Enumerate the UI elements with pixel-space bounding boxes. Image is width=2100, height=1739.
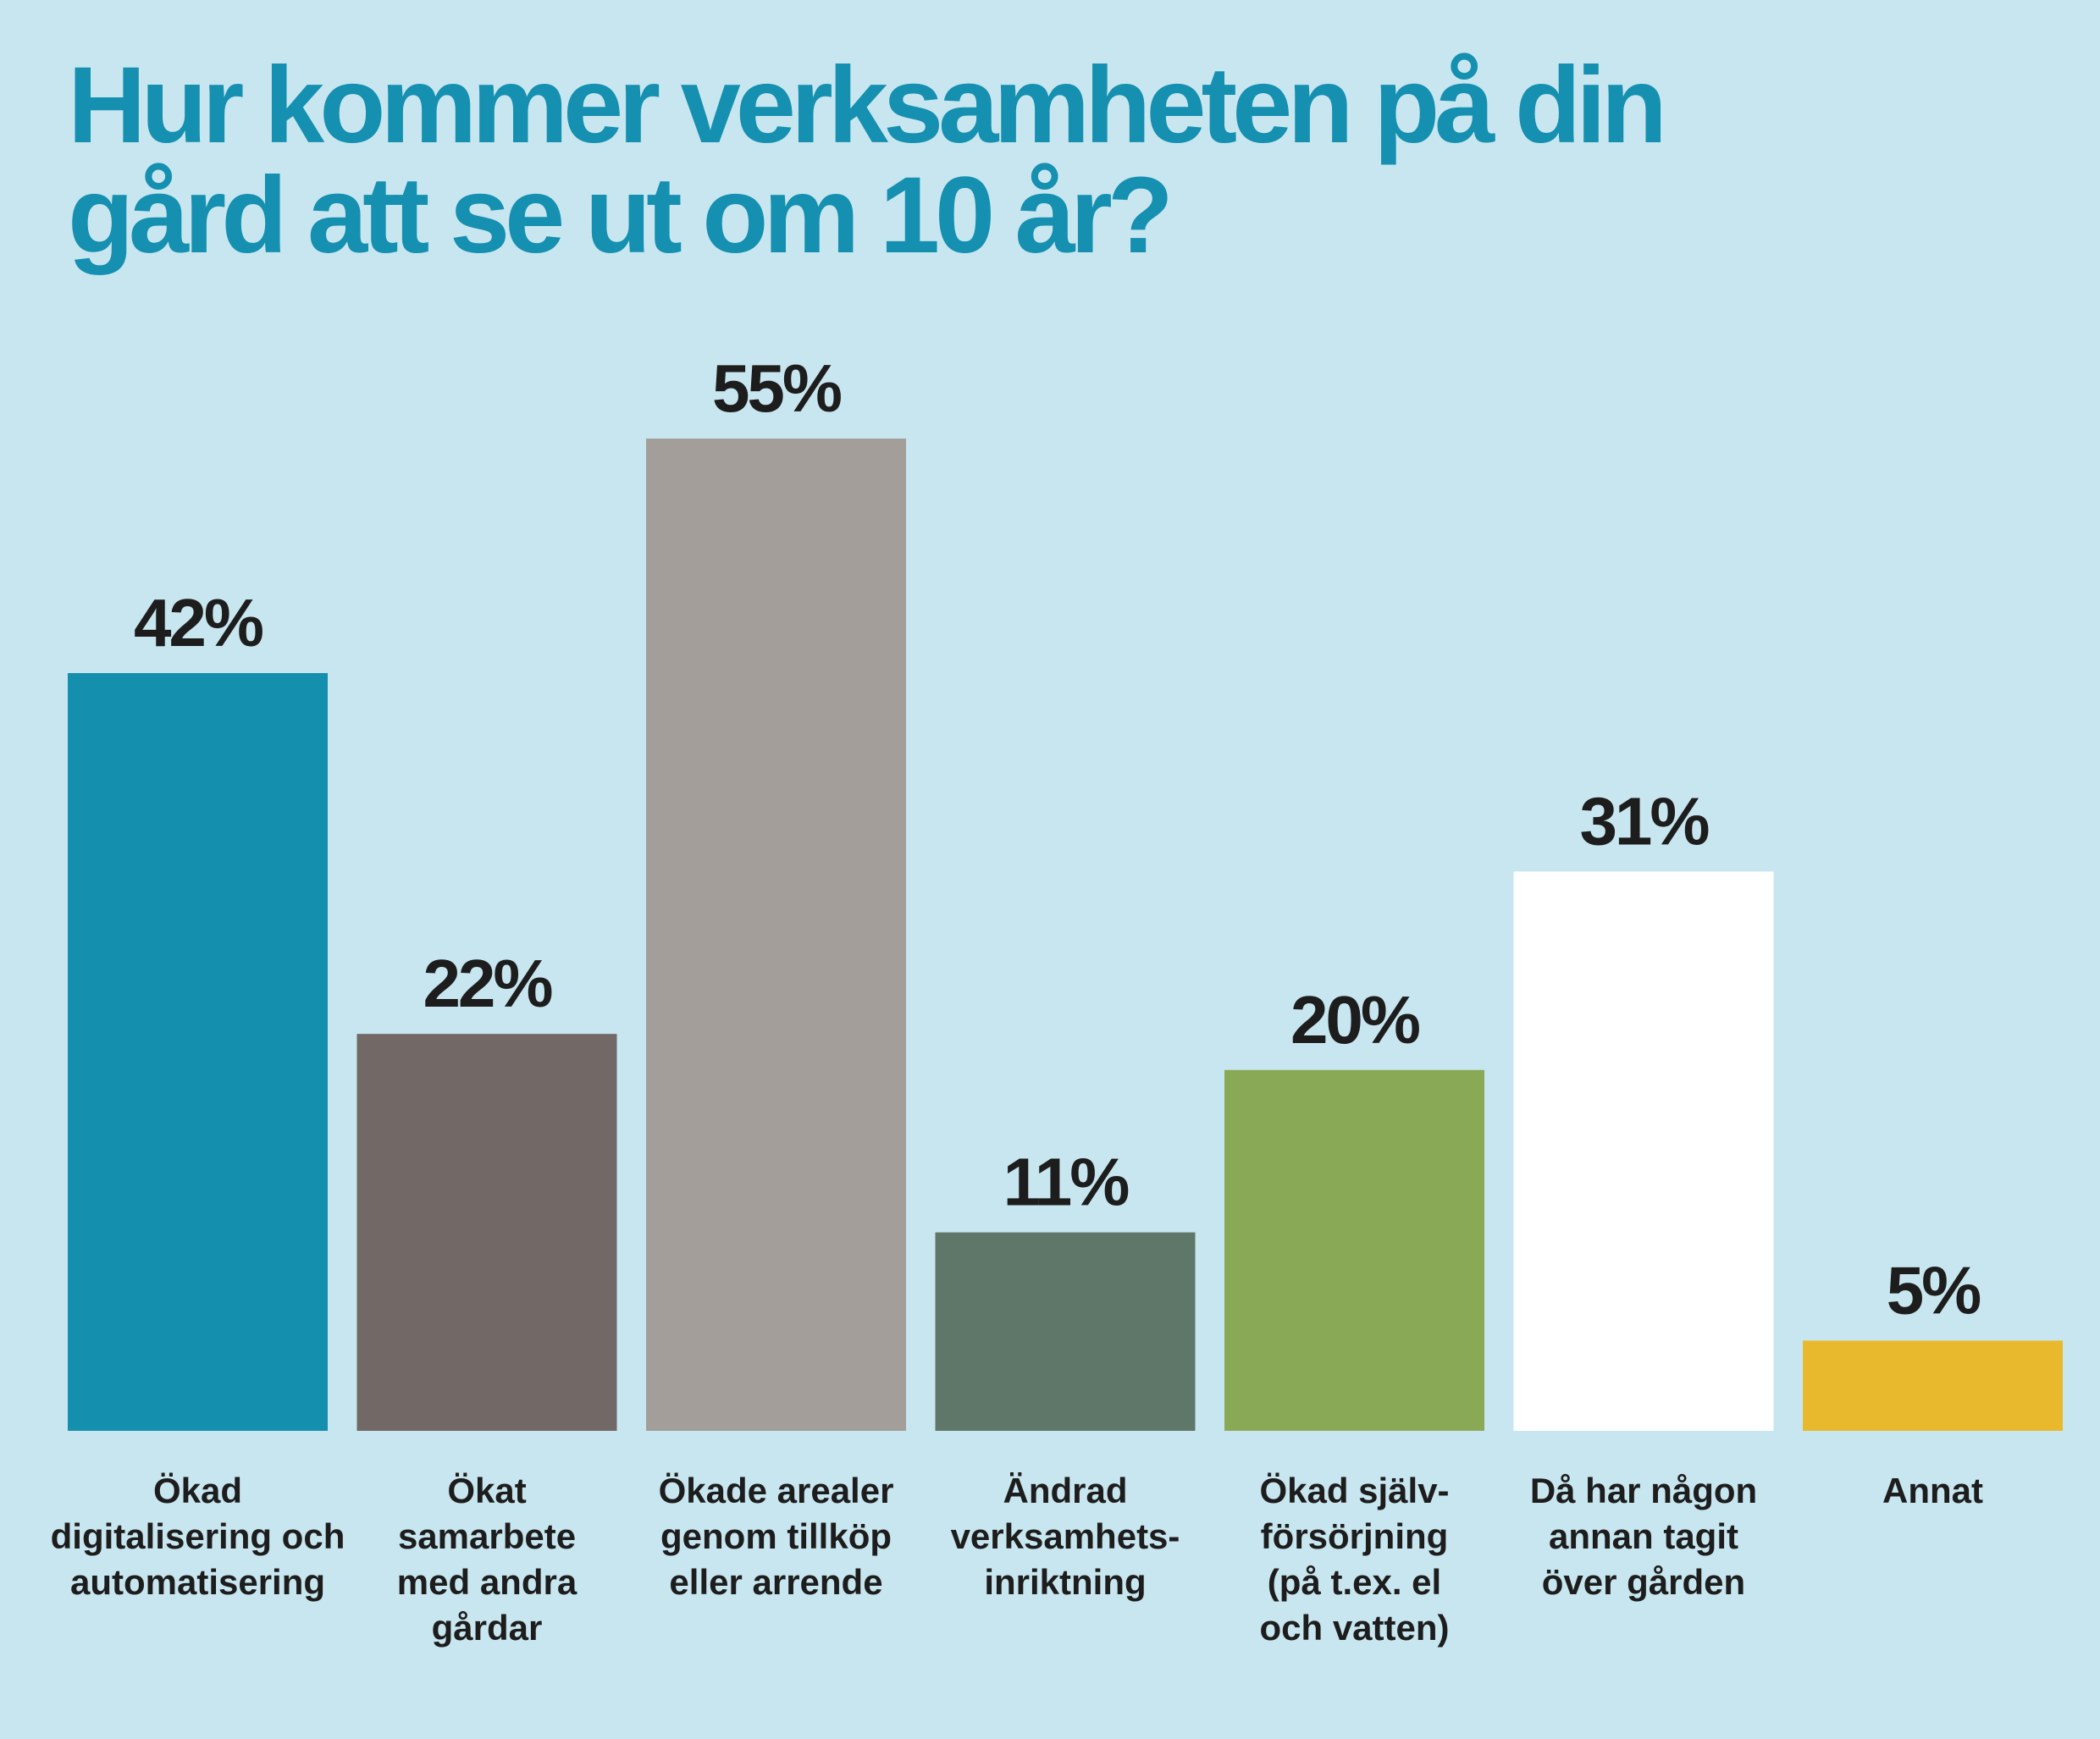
category-label-line: eller arrende xyxy=(669,1562,882,1602)
value-label-3: 55% xyxy=(712,351,842,426)
category-label-3: Ökade arealer genom tillköp eller arrende xyxy=(659,1471,894,1602)
value-label-1: 42% xyxy=(134,585,263,660)
category-label-line: och vatten) xyxy=(1259,1608,1449,1648)
category-label-line: över gården xyxy=(1542,1562,1745,1602)
category-label-line: genom tillköp xyxy=(660,1516,892,1556)
category-label-line: Ökat xyxy=(447,1471,526,1510)
value-label-5: 20% xyxy=(1290,982,1420,1057)
category-label-line: Ökade arealer xyxy=(659,1471,894,1510)
bar-6 xyxy=(1513,871,1774,1431)
chart-title-line-1: Hur kommer verksamheten på din xyxy=(68,45,1667,166)
chart-title-line-2: gård att se ut om 10 år? xyxy=(68,155,1174,276)
category-label-line: automatisering xyxy=(70,1562,325,1602)
chart-title: Hur kommer verksamheten på din gård att … xyxy=(68,51,2015,271)
value-label-4: 11% xyxy=(1003,1145,1130,1220)
value-labels-group: 42% 22% 55% 11% 20% 31% 5% xyxy=(134,351,1983,1328)
category-label-line: Ökad xyxy=(153,1471,242,1510)
category-label-line: verksamhets- xyxy=(951,1516,1180,1556)
value-label-6: 31% xyxy=(1579,783,1709,858)
category-label-1: Ökad digitalisering och automatisering xyxy=(51,1471,345,1602)
category-label-4: Ändrad verksamhets-inriktning xyxy=(951,1471,1180,1602)
category-label-7: Annat xyxy=(1882,1471,1983,1510)
category-label-2: Ökat samarbete med andra gårdar xyxy=(397,1471,578,1648)
category-label-line: samarbete xyxy=(398,1516,576,1556)
value-label-2: 22% xyxy=(423,946,552,1021)
category-label-line: Ökad själv- xyxy=(1259,1471,1449,1510)
category-label-6: Då har någon annan tagit över gården xyxy=(1530,1471,1757,1602)
category-label-line: försörjning xyxy=(1261,1516,1449,1556)
category-label-line: Då har någon xyxy=(1530,1471,1757,1510)
category-labels-group: Ökad digitalisering och automatisering Ökat… xyxy=(51,1471,1983,1648)
bar-4 xyxy=(935,1232,1196,1431)
bar-5 xyxy=(1224,1069,1484,1431)
category-label-line: Ändrad xyxy=(1003,1471,1128,1510)
category-label-5: Ökad själv-försörjning (på t.ex. el och va… xyxy=(1259,1471,1449,1648)
category-label-line: digitalisering och xyxy=(51,1516,345,1556)
value-label-7: 5% xyxy=(1887,1252,1981,1328)
category-label-line: inriktning xyxy=(984,1562,1146,1602)
bar-2 xyxy=(356,1034,617,1431)
bar-1 xyxy=(68,673,328,1431)
category-label-line: annan tagit xyxy=(1549,1516,1738,1556)
category-label-line: gårdar xyxy=(432,1608,543,1648)
category-label-line: (på t.ex. el xyxy=(1268,1562,1441,1602)
bar-3 xyxy=(646,439,906,1431)
bar-7 xyxy=(1803,1340,2063,1431)
bars-group xyxy=(68,439,2063,1431)
category-label-line: med andra xyxy=(397,1562,578,1602)
category-label-line: Annat xyxy=(1882,1471,1983,1510)
